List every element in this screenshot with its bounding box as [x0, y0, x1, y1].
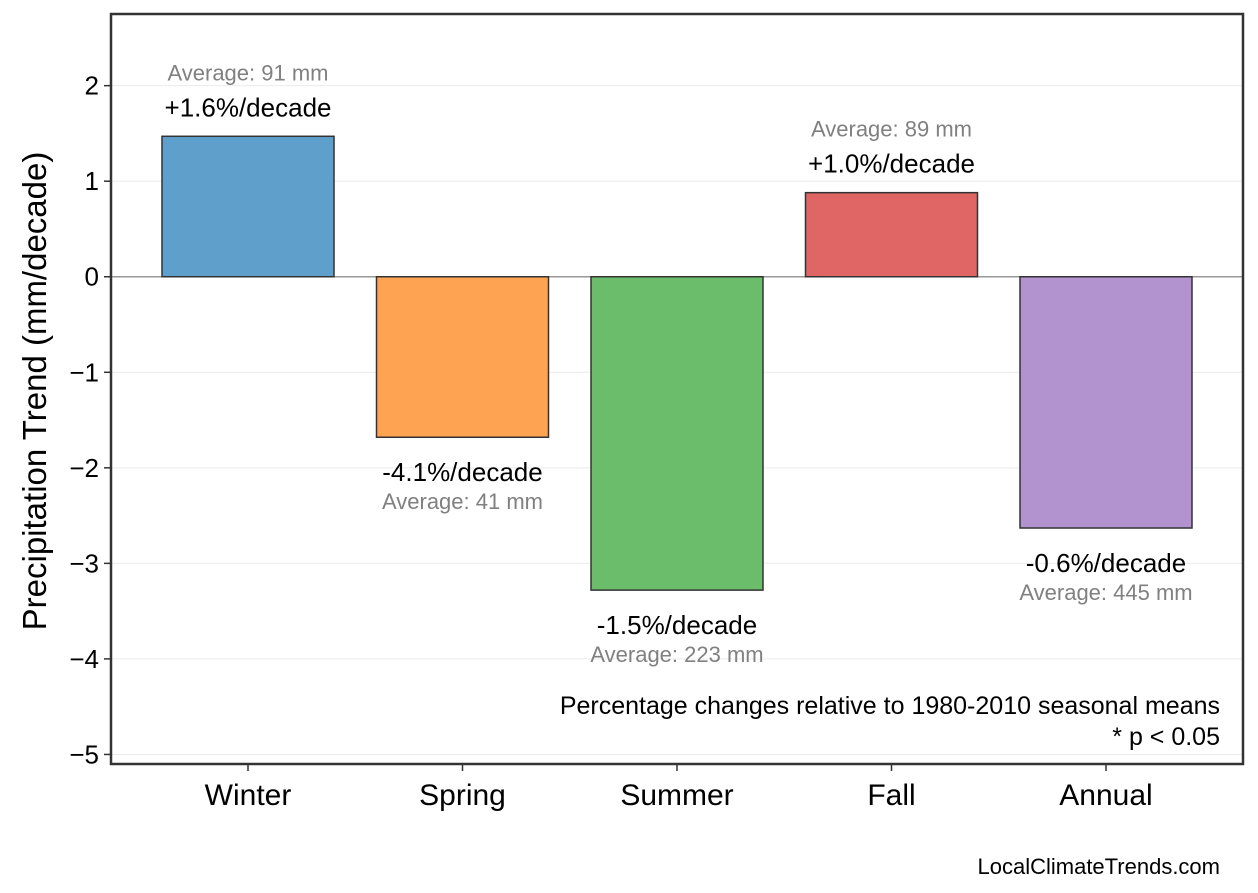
annotation-line-2: * p < 0.05 [1112, 723, 1220, 751]
x-tick-label: Annual [1059, 779, 1152, 812]
bar-summer [590, 275, 764, 591]
y-axis-label: Precipitation Trend (mm/decade) [16, 152, 53, 631]
average-label: Average: 445 mm [1019, 580, 1192, 605]
y-tick-label: −3 [69, 548, 99, 578]
percent-change-label: +1.0%/decade [808, 149, 975, 179]
y-tick-label: 1 [85, 166, 99, 196]
bars [161, 135, 1193, 591]
x-tick-label: Spring [419, 779, 506, 812]
average-label: Average: 223 mm [590, 642, 763, 667]
bar-fall [804, 191, 979, 278]
average-label: Average: 41 mm [382, 489, 543, 514]
bar-winter [161, 135, 335, 278]
y-tick-label: 2 [85, 71, 99, 101]
y-tick-label: −4 [69, 644, 99, 674]
percent-change-label: +1.6%/decade [165, 92, 332, 122]
bar-spring [375, 275, 550, 438]
average-label: Average: 91 mm [167, 60, 328, 85]
bar-annual [1019, 275, 1193, 529]
x-tick-label: Summer [620, 779, 733, 812]
annotation-line-1: Percentage changes relative to 1980-2010… [560, 692, 1220, 720]
percent-change-label: -1.5%/decade [597, 610, 757, 640]
x-tick-label: Fall [867, 779, 915, 812]
source-credit: LocalClimateTrends.com [978, 854, 1221, 879]
plot-frame [109, 12, 1245, 766]
percent-change-label: -0.6%/decade [1026, 548, 1186, 578]
x-axis: Winter Spring Summer Fall Annual [205, 764, 1153, 812]
y-tick-label: −1 [69, 357, 99, 387]
y-tick-label: −2 [69, 453, 99, 483]
percent-change-label: -4.1%/decade [382, 457, 542, 487]
y-tick-label: 0 [85, 262, 99, 292]
x-tick-label: Winter [205, 779, 292, 812]
y-tick-label: −5 [69, 739, 99, 769]
y-axis: 2 1 0 −1 −2 −3 −4 −5 [69, 71, 111, 769]
average-label: Average: 89 mm [811, 117, 972, 142]
